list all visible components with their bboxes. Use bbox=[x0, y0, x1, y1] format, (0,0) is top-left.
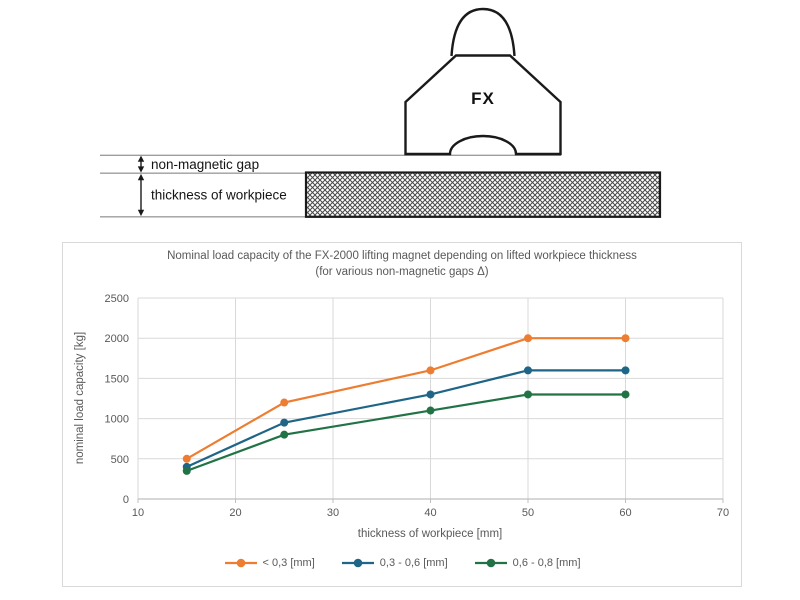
y-axis-title: nominal load capacity [kg] bbox=[74, 332, 86, 464]
y-tick-label: 1000 bbox=[105, 414, 129, 426]
x-tick-label: 50 bbox=[522, 507, 534, 519]
data-point bbox=[621, 366, 630, 375]
magnet-label: FX bbox=[471, 89, 495, 108]
legend-label: < 0,3 [mm] bbox=[262, 557, 315, 569]
data-point bbox=[621, 334, 630, 343]
tick-labels-layer: 0 500 1000 1500 2000 2500 10 20 30 40 50 60 70 bbox=[105, 293, 730, 519]
legend: < 0,3 [mm] 0,3 - 0,6 [mm] 0,6 - 0,8 [mm] bbox=[63, 557, 741, 569]
thickness-label: thickness of workpiece bbox=[151, 188, 287, 203]
x-tick-label: 70 bbox=[717, 507, 729, 519]
magnet-handle bbox=[450, 7, 516, 57]
series-line bbox=[186, 393, 626, 472]
legend-marker-icon bbox=[224, 558, 257, 568]
magnet-diagram: FX non-magnetic gap thickness of workpie… bbox=[100, 7, 662, 218]
legend-label: 0,3 - 0,6 [mm] bbox=[379, 557, 448, 569]
data-point bbox=[182, 454, 191, 463]
magnet-body bbox=[404, 54, 562, 156]
x-tick-label: 20 bbox=[229, 507, 241, 519]
legend-item: 0,3 - 0,6 [mm] bbox=[341, 557, 448, 569]
plot-area: 0 500 1000 1500 2000 2500 10 20 30 40 50 60 70 thick… bbox=[74, 293, 730, 540]
data-point bbox=[426, 366, 435, 375]
gap-dimension-arrow bbox=[137, 155, 145, 173]
data-point bbox=[524, 366, 532, 375]
y-tick-label: 2500 bbox=[105, 293, 129, 305]
legend-marker-icon bbox=[474, 558, 507, 568]
data-point bbox=[280, 398, 289, 407]
x-tick-label: 40 bbox=[424, 507, 436, 519]
legend-label: 0,6 - 0,8 [mm] bbox=[512, 557, 581, 569]
data-point bbox=[621, 390, 630, 399]
gap-label: non-magnetic gap bbox=[151, 157, 259, 172]
chart-subtitle: (for various non-magnetic gaps Δ) bbox=[315, 266, 489, 278]
y-tick-label: 0 bbox=[123, 494, 129, 506]
thickness-dimension-arrow bbox=[137, 173, 145, 217]
y-tick-label: 1500 bbox=[105, 373, 129, 385]
x-tick-label: 60 bbox=[619, 507, 631, 519]
data-point bbox=[426, 406, 435, 415]
grid-layer bbox=[137, 297, 724, 503]
y-tick-label: 500 bbox=[111, 454, 129, 466]
workpiece-hatched-bar bbox=[304, 171, 662, 218]
x-tick-label: 10 bbox=[132, 507, 144, 519]
data-point bbox=[182, 466, 191, 475]
data-point bbox=[524, 334, 532, 343]
chart-title: Nominal load capacity of the FX-2000 lif… bbox=[167, 250, 637, 262]
y-tick-label: 2000 bbox=[105, 333, 129, 345]
data-point bbox=[280, 418, 289, 427]
legend-item: < 0,3 [mm] bbox=[224, 557, 315, 569]
chart-panel: Nominal load capacity of the FX-2000 lif… bbox=[62, 242, 742, 587]
legend-marker-icon bbox=[341, 558, 374, 568]
data-point bbox=[280, 430, 289, 439]
x-axis-title: thickness of workpiece [mm] bbox=[358, 528, 502, 540]
data-point bbox=[426, 390, 435, 399]
data-point bbox=[524, 390, 532, 399]
legend-item: 0,6 - 0,8 [mm] bbox=[474, 557, 581, 569]
x-tick-label: 30 bbox=[327, 507, 339, 519]
series-layer bbox=[182, 334, 630, 475]
